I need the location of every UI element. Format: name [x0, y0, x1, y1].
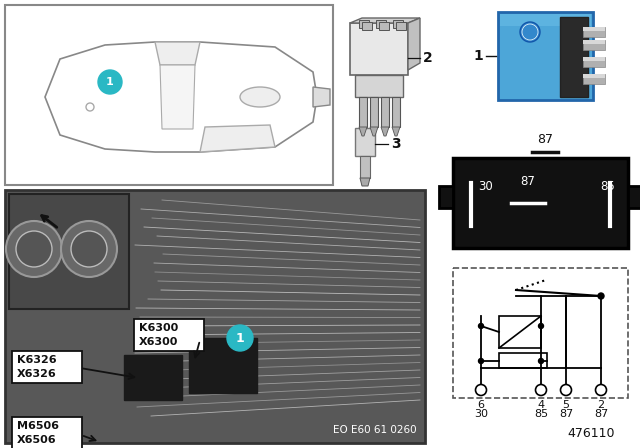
- Bar: [189, 338, 257, 393]
- Circle shape: [536, 384, 547, 396]
- Bar: [453, 268, 628, 398]
- Polygon shape: [155, 42, 200, 65]
- Bar: [499, 353, 547, 368]
- Bar: [583, 74, 605, 84]
- Text: 5: 5: [563, 400, 570, 410]
- Bar: [498, 12, 593, 100]
- Bar: [376, 20, 386, 28]
- Text: 1: 1: [473, 49, 483, 63]
- Bar: [439, 186, 453, 208]
- Polygon shape: [313, 87, 330, 107]
- Bar: [396, 22, 406, 30]
- Circle shape: [595, 384, 607, 396]
- Bar: [350, 23, 408, 75]
- Text: K6326
X6326: K6326 X6326: [17, 355, 57, 379]
- Bar: [583, 57, 605, 61]
- Circle shape: [476, 384, 486, 396]
- Circle shape: [61, 221, 117, 277]
- Polygon shape: [408, 18, 420, 70]
- Text: K6300
X6300: K6300 X6300: [139, 323, 179, 347]
- Text: 2: 2: [423, 51, 433, 65]
- Bar: [379, 22, 389, 30]
- Text: 3: 3: [391, 137, 401, 151]
- Text: 4: 4: [538, 400, 545, 410]
- Polygon shape: [350, 18, 420, 23]
- Bar: [5, 5, 333, 185]
- Polygon shape: [45, 42, 317, 152]
- Circle shape: [538, 358, 543, 363]
- Bar: [583, 27, 605, 37]
- Bar: [583, 57, 605, 67]
- Text: 2: 2: [597, 400, 605, 410]
- Text: 30: 30: [478, 180, 493, 193]
- Circle shape: [16, 231, 52, 267]
- Text: 87: 87: [537, 133, 553, 146]
- Polygon shape: [200, 125, 275, 152]
- Bar: [360, 156, 370, 178]
- FancyBboxPatch shape: [134, 319, 204, 351]
- Bar: [5, 190, 425, 443]
- Text: 85: 85: [534, 409, 548, 419]
- Bar: [500, 14, 591, 26]
- Bar: [583, 27, 605, 31]
- Text: 87: 87: [594, 409, 608, 419]
- Text: 476110: 476110: [568, 427, 615, 440]
- Bar: [124, 355, 182, 400]
- Bar: [9, 194, 129, 309]
- Bar: [355, 128, 375, 156]
- Text: M6506
X6506: M6506 X6506: [17, 421, 59, 445]
- Text: EO E60 61 0260: EO E60 61 0260: [333, 425, 417, 435]
- Text: 1: 1: [236, 332, 244, 345]
- Text: 85: 85: [600, 180, 615, 193]
- Text: 6: 6: [477, 400, 484, 410]
- Bar: [499, 316, 541, 348]
- Bar: [355, 75, 403, 97]
- Circle shape: [598, 293, 604, 299]
- Polygon shape: [370, 127, 378, 136]
- Circle shape: [520, 22, 540, 42]
- Bar: [381, 97, 389, 127]
- Polygon shape: [160, 65, 195, 129]
- Circle shape: [6, 221, 62, 277]
- FancyBboxPatch shape: [12, 417, 82, 448]
- Circle shape: [227, 325, 253, 351]
- Circle shape: [479, 323, 483, 328]
- Text: 30: 30: [474, 409, 488, 419]
- Bar: [359, 97, 367, 127]
- FancyBboxPatch shape: [12, 351, 82, 383]
- Polygon shape: [360, 178, 370, 186]
- Polygon shape: [392, 127, 400, 136]
- Circle shape: [538, 323, 543, 328]
- Text: 87: 87: [559, 409, 573, 419]
- Circle shape: [561, 384, 572, 396]
- Bar: [583, 40, 605, 44]
- Bar: [392, 97, 400, 127]
- Bar: [359, 20, 369, 28]
- Bar: [560, 17, 588, 97]
- Polygon shape: [359, 127, 367, 136]
- Text: 1: 1: [106, 77, 114, 87]
- Bar: [583, 40, 605, 50]
- Circle shape: [98, 70, 122, 94]
- Bar: [628, 186, 640, 208]
- Bar: [362, 22, 372, 30]
- Bar: [453, 158, 628, 248]
- Text: 87: 87: [520, 175, 536, 188]
- Ellipse shape: [240, 87, 280, 107]
- Bar: [370, 97, 378, 127]
- Bar: [393, 20, 403, 28]
- Circle shape: [71, 231, 107, 267]
- Circle shape: [479, 358, 483, 363]
- Polygon shape: [381, 127, 389, 136]
- Bar: [583, 74, 605, 78]
